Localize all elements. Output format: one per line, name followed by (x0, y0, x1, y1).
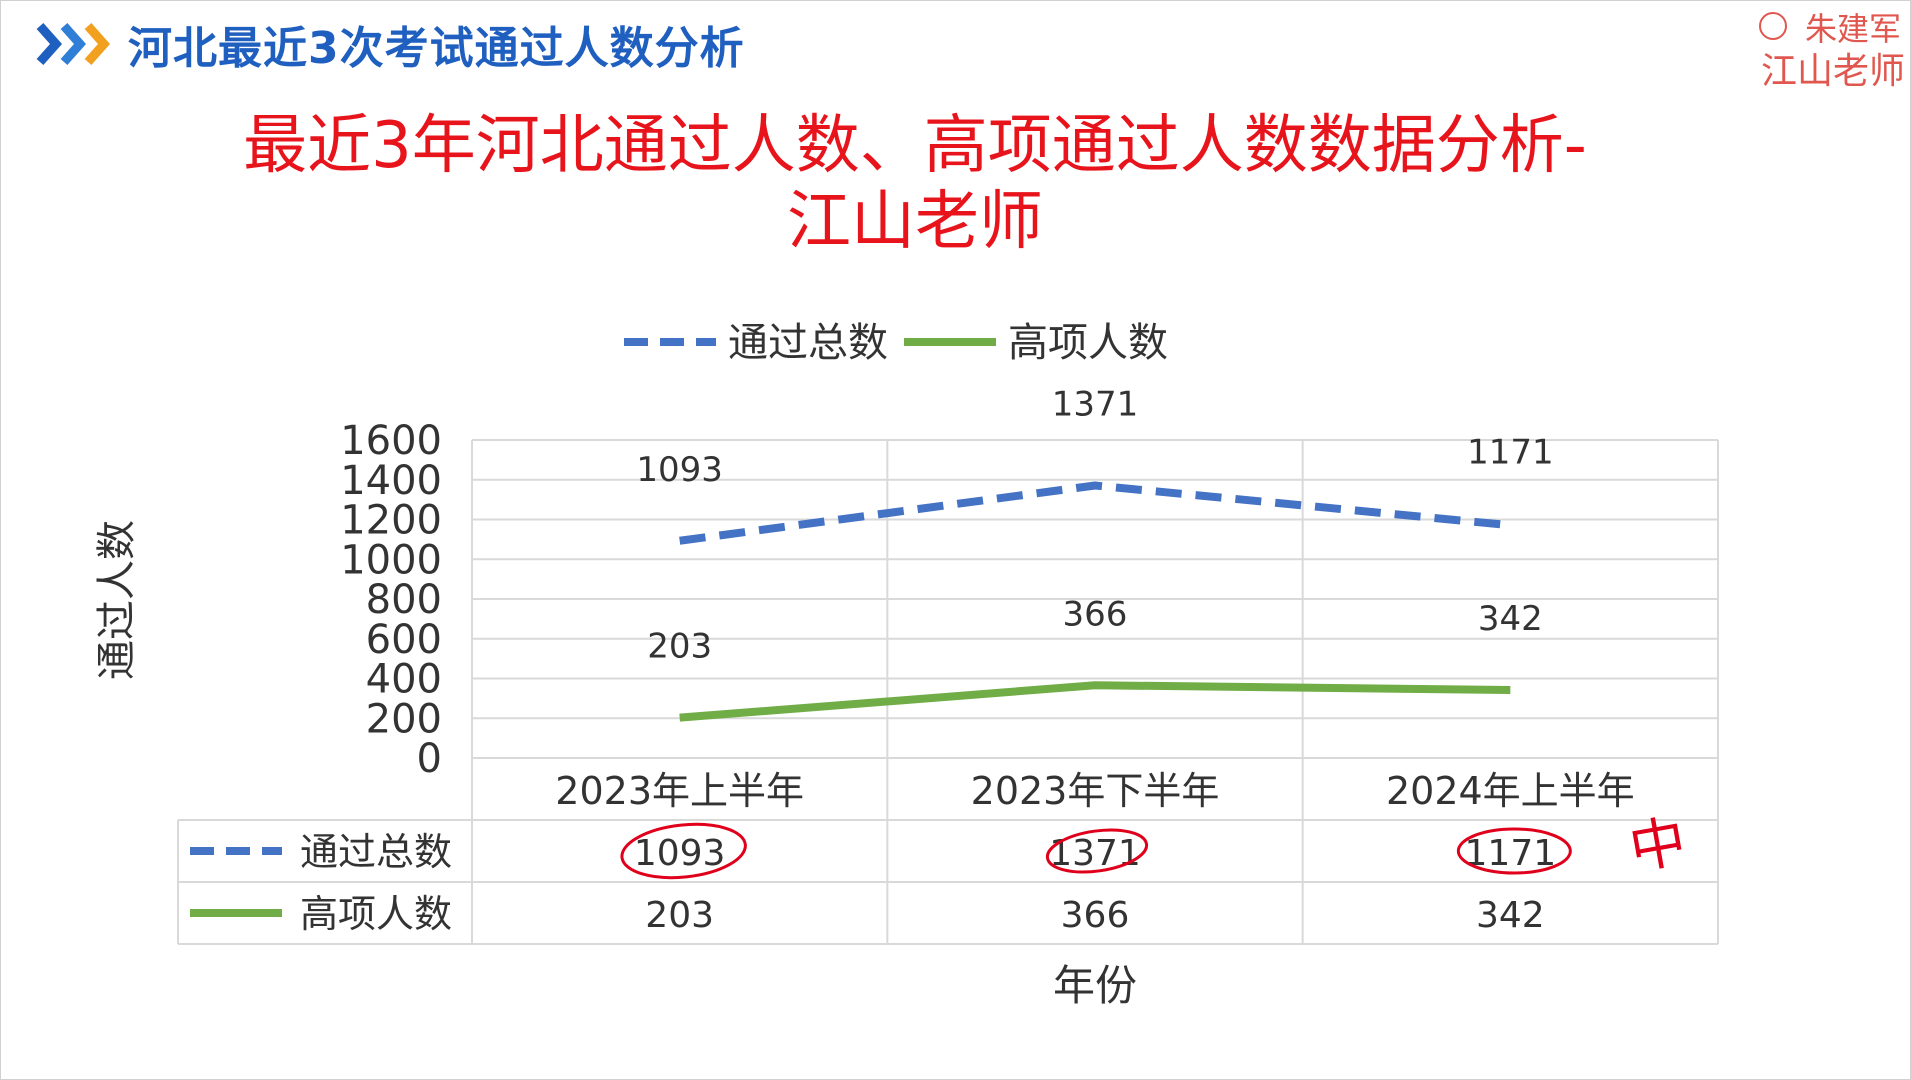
y-tick-label: 1600 (340, 418, 442, 464)
y-tick-label: 600 (366, 617, 442, 663)
ink-circle (620, 822, 747, 880)
y-tick-label: 200 (366, 696, 442, 742)
table-series-name: 通过总数 (300, 830, 452, 874)
seal-icon (1759, 12, 1787, 40)
chart-title-line2: 江山老师 (787, 185, 1043, 259)
data-label: 366 (1063, 594, 1128, 634)
chart-title-line1: 最近3年河北通过人数、高项通过人数数据分析- (243, 109, 1587, 183)
legend-label: 通过总数 (728, 320, 888, 366)
table-cell: 366 (1061, 895, 1130, 936)
data-label: 1093 (636, 450, 723, 490)
data-label: 203 (647, 627, 712, 667)
logo: 朱建军 江山老师 (1755, 4, 1905, 92)
ink-annotation: 中 (1625, 809, 1691, 883)
y-tick-label: 1200 (340, 498, 442, 544)
table-cell: 1093 (634, 833, 726, 874)
table-series-name: 高项人数 (300, 892, 452, 936)
data-label: 1371 (1052, 385, 1139, 425)
y-tick-label: 1000 (340, 537, 442, 583)
series-line-senior (679, 681, 1511, 722)
series-line-total (679, 481, 1511, 545)
x-axis-title: 年份 (1053, 961, 1137, 1010)
header-title: 河北最近3次考试通过人数分析 (128, 23, 745, 74)
category-label: 2024年上半年 (1386, 769, 1635, 813)
table-cell: 342 (1476, 895, 1545, 936)
y-tick-label: 800 (366, 577, 442, 623)
chevrons-icon (36, 23, 111, 65)
category-label: 2023年上半年 (555, 769, 804, 813)
y-tick-label: 400 (366, 657, 442, 703)
ink-circle (1045, 828, 1149, 874)
y-axis-title: 通过人数 (94, 520, 140, 680)
legend-label: 高项人数 (1008, 320, 1168, 366)
category-label: 2023年下半年 (971, 769, 1220, 813)
ink-circle (1456, 827, 1572, 875)
table-cell: 203 (645, 895, 714, 936)
data-label: 342 (1478, 599, 1543, 639)
header: 河北最近3次考试通过人数分析 (36, 14, 745, 74)
y-tick-label: 1400 (340, 458, 442, 504)
chart-title: 最近3年河北通过人数、高项通过人数数据分析- 江山老师 (0, 108, 1830, 260)
logo-name: 朱建军 (1804, 10, 1901, 48)
data-label: 1171 (1467, 432, 1554, 472)
logo-subtitle: 江山老师 (1760, 51, 1905, 92)
y-tick-label: 0 (417, 736, 442, 782)
